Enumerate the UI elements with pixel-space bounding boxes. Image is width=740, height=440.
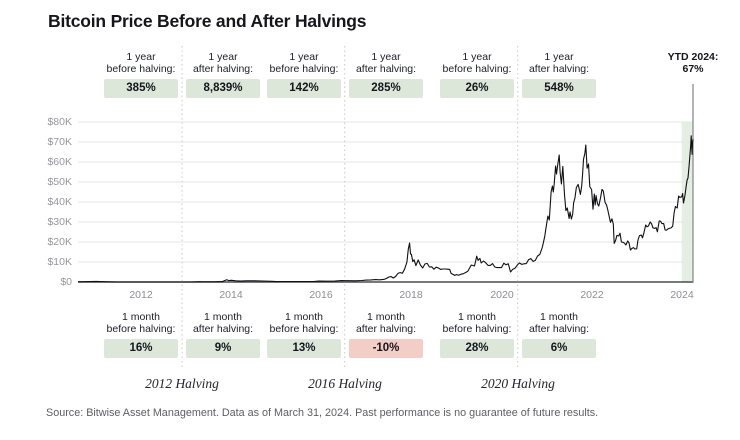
stat-value-badge: 26% <box>440 79 514 98</box>
x-axis-tick-label: 2018 <box>399 289 423 301</box>
stat-label: 1 month before halving: <box>432 311 522 335</box>
stat-label: 1 month before halving: <box>259 311 349 335</box>
stat-label-line: 1 year <box>126 51 156 63</box>
stat-label: 1 month after halving: <box>514 311 604 335</box>
stat-label-line: 1 year <box>208 51 238 63</box>
stat-1m-before-2012-halving: 1 month before halving: 16% <box>96 311 186 358</box>
stat-label: 1 month after halving: <box>341 311 431 335</box>
stat-label-line: after halving: <box>528 322 590 335</box>
stat-label-line: after halving: <box>355 62 417 75</box>
stat-label: 1 year before halving: <box>96 51 186 75</box>
stat-value-badge: -10% <box>349 339 423 358</box>
ytd-value: 67% <box>682 62 704 75</box>
stat-label-line: 1 month <box>204 311 242 323</box>
stat-label: 1 year before halving: <box>432 51 522 75</box>
stat-value-badge: 6% <box>522 339 596 358</box>
stat-label-line: after halving: <box>355 322 417 335</box>
stat-label-line: after halving: <box>528 62 590 75</box>
x-axis-tick-label: 2016 <box>309 289 333 301</box>
stat-label: 1 month before halving: <box>96 311 186 335</box>
stat-value-badge: 548% <box>522 79 596 98</box>
stat-value-badge: 142% <box>267 79 341 98</box>
stat-label-line: 1 month <box>122 311 160 323</box>
page-title: Bitcoin Price Before and After Halvings <box>48 11 367 31</box>
stat-value-badge: 13% <box>267 339 341 358</box>
stat-label-line: before halving: <box>106 322 176 335</box>
ytd-label: YTD 2024: <box>667 51 719 63</box>
stat-label: 1 year after halving: <box>341 51 431 75</box>
stat-1y-before-2016-halving: 1 year before halving: 142% <box>259 51 349 98</box>
stat-1m-before-2016-halving: 1 month before halving: 13% <box>259 311 349 358</box>
stat-label: 1 year before halving: <box>259 51 349 75</box>
stat-label-line: 1 month <box>458 311 496 323</box>
stat-label-line: 1 year <box>544 51 574 63</box>
stat-label-line: before halving: <box>106 62 176 75</box>
stat-label: 1 year after halving: <box>514 51 604 75</box>
stat-1m-after-2020-halving: 1 month after halving: 6% <box>514 311 604 358</box>
stat-value-badge: 385% <box>104 79 178 98</box>
y-axis-tick-label: $20K <box>47 236 72 248</box>
stat-label-line: after halving: <box>192 62 254 75</box>
stat-1m-after-2012-halving: 1 month after halving: 9% <box>178 311 268 358</box>
stat-label-line: 1 year <box>462 51 492 63</box>
stat-1y-before-2020-halving: 1 year before halving: 26% <box>432 51 522 98</box>
stat-value-badge: 28% <box>440 339 514 358</box>
stat-label-line: after halving: <box>192 322 254 335</box>
stat-1m-before-2020-halving: 1 month before halving: 28% <box>432 311 522 358</box>
halving-label-2016: 2016 Halving <box>308 376 382 391</box>
stat-value-badge: 8,839% <box>186 79 260 98</box>
stat-label-line: 1 month <box>285 311 323 323</box>
x-axis-tick-label: 2012 <box>129 289 153 301</box>
stat-label-line: before halving: <box>269 62 339 75</box>
stat-1y-before-2012-halving: 1 year before halving: 385% <box>96 51 186 98</box>
x-axis-tick-label: 2024 <box>670 289 694 301</box>
halving-label-2020: 2020 Halving <box>481 376 555 391</box>
halving-label-2012: 2012 Halving <box>145 376 219 391</box>
stat-value-badge: 16% <box>104 339 178 358</box>
x-axis-tick-label: 2014 <box>219 289 243 301</box>
stat-label-line: before halving: <box>442 62 512 75</box>
stat-1m-after-2016-halving: 1 month after halving: -10% <box>341 311 431 358</box>
stat-label-line: 1 month <box>540 311 578 323</box>
stat-label-line: before halving: <box>442 322 512 335</box>
stat-label: 1 year after halving: <box>178 51 268 75</box>
stat-label-line: 1 year <box>371 51 401 63</box>
stat-value-badge: 9% <box>186 339 260 358</box>
x-axis-tick-label: 2022 <box>580 289 604 301</box>
y-axis-tick-label: $40K <box>47 196 72 208</box>
x-axis-tick-label: 2020 <box>490 289 514 301</box>
stat-label: 1 month after halving: <box>178 311 268 335</box>
y-axis-tick-label: $80K <box>47 116 72 128</box>
y-axis-tick-label: $30K <box>47 216 72 228</box>
source-note: Source: Bitwise Asset Management. Data a… <box>46 407 599 419</box>
stat-value-badge: 285% <box>349 79 423 98</box>
y-axis-tick-label: $70K <box>47 136 72 148</box>
ytd-2024-annotation: YTD 2024: 67% <box>648 51 738 75</box>
stat-1y-after-2012-halving: 1 year after halving: 8,839% <box>178 51 268 98</box>
y-axis-tick-label: $50K <box>47 176 72 188</box>
y-axis-tick-label: $0 <box>60 276 72 288</box>
y-axis-tick-label: $60K <box>47 156 72 168</box>
stat-label-line: 1 month <box>367 311 405 323</box>
stat-label-line: 1 year <box>289 51 319 63</box>
stat-label-line: before halving: <box>269 322 339 335</box>
stat-1y-after-2016-halving: 1 year after halving: 285% <box>341 51 431 98</box>
y-axis-tick-label: $10K <box>47 256 72 268</box>
bitcoin-price-line <box>77 135 694 283</box>
stat-1y-after-2020-halving: 1 year after halving: 548% <box>514 51 604 98</box>
